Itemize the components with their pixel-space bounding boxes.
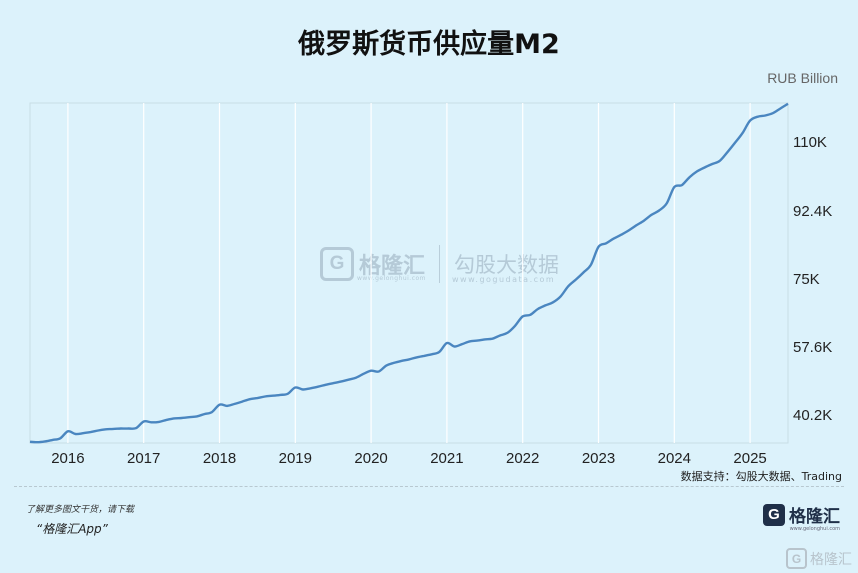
y-tick-label: 40.2K: [793, 407, 832, 424]
y-tick-label: 92.4K: [793, 203, 832, 220]
x-tick-label: 2018: [203, 450, 236, 467]
watermark-brand2-sub: www.gogudata.com: [452, 275, 556, 284]
gelonghui-logo-icon: G: [320, 247, 354, 281]
watermark-brand1-sub: www.gelonghui.com: [357, 275, 427, 282]
watermark-center: G 格隆汇 www.gelonghui.com 勾股大数据 www.goguda…: [320, 245, 560, 284]
y-tick-label: 57.6K: [793, 339, 832, 356]
footer-divider: [14, 486, 844, 487]
gelonghui-logo-url: www.gelonghui.com: [789, 526, 840, 532]
x-tick-label: 2025: [733, 450, 766, 467]
x-tick-label: 2024: [658, 450, 691, 467]
x-tick-label: 2020: [354, 450, 387, 467]
x-tick-label: 2022: [506, 450, 539, 467]
watermark-brand1: 格隆汇: [359, 254, 426, 279]
chart-title: 俄罗斯货币供应量M2: [298, 29, 560, 60]
x-tick-label: 2019: [279, 450, 312, 467]
corner-watermark-icon: G: [786, 548, 807, 569]
plot-area: [29, 102, 789, 444]
y-tick-label: 75K: [793, 271, 820, 288]
line-chart: 2016 2017 2018 2019 2020 2021 2022 2023 2024 2025…: [29, 102, 832, 467]
corner-watermark: G 格隆汇: [786, 548, 852, 569]
gelonghui-logo-text: 格隆汇: [789, 507, 840, 527]
corner-watermark-text: 格隆汇: [810, 551, 852, 568]
x-tick-label: 2021: [430, 450, 463, 467]
x-tick-label: 2017: [127, 450, 160, 467]
gelonghui-mark-icon: G: [763, 503, 785, 526]
data-source: 数据支持：勾股大数据、Trading: [680, 470, 842, 483]
watermark-divider: [439, 245, 441, 283]
unit-label: RUB Billion: [767, 70, 838, 86]
footer-download-text: 了解更多图文干货，请下载: [26, 505, 135, 515]
x-tick-label: 2023: [582, 450, 615, 467]
gelonghui-logo: G 格隆汇 www.gelonghui.com: [763, 502, 840, 532]
footer-app-name: “格隆汇App”: [36, 522, 108, 536]
series-line-m2: [29, 102, 789, 444]
watermark-brand2: 勾股大数据: [454, 253, 560, 277]
y-tick-label: 110K: [793, 134, 827, 151]
x-tick-label: 2016: [51, 450, 84, 467]
